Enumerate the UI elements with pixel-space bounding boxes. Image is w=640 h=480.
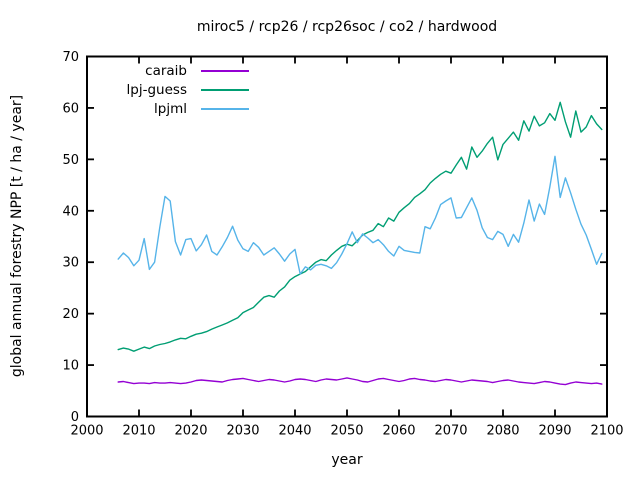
x-tick-label: 2040	[278, 424, 311, 439]
y-tick-label: 30	[62, 256, 79, 271]
series-line-lpjml	[117, 155, 603, 275]
x-tick-label: 2090	[538, 424, 571, 439]
x-axis-label: year	[331, 452, 363, 468]
y-axis-tick-labels: 0 10 20 30 40 50 60 70	[62, 50, 79, 425]
y-tick-label: 10	[62, 359, 79, 374]
y-tick-label: 70	[62, 50, 79, 65]
y-axis-label: global annual forestry NPP [t / ha / yea…	[9, 94, 25, 378]
legend-label-lpj-guess: lpj-guess	[126, 81, 187, 98]
x-tick-label: 2030	[226, 424, 259, 439]
x-tick-label: 2060	[382, 424, 415, 439]
legend: caraib lpj-guess lpjml	[87, 61, 249, 118]
legend-line-sample-lpjml	[201, 107, 249, 110]
legend-row-lpjml: lpjml	[87, 99, 249, 118]
x-tick-label: 2070	[434, 424, 467, 439]
y-tick-label: 20	[62, 307, 79, 322]
chart-title: miroc5 / rcp26 / rcp26soc / co2 / hardwo…	[196, 19, 498, 35]
x-axis-tick-labels: 2000 2010 2020 2030 2040 2050 2060 2070 2080 2090…	[70, 424, 623, 439]
x-tick-label: 2000	[70, 424, 103, 439]
y-tick-label: 50	[62, 153, 79, 168]
x-tick-label: 2050	[330, 424, 363, 439]
x-tick-label: 2010	[122, 424, 155, 439]
x-axis-ticks	[86, 56, 608, 417]
legend-row-lpj-guess: lpj-guess	[87, 80, 249, 99]
series-line-lpj-guess	[117, 101, 603, 352]
y-tick-label: 0	[71, 410, 79, 425]
x-tick-label: 2080	[486, 424, 519, 439]
y-tick-label: 60	[62, 101, 79, 116]
legend-row-caraib: caraib	[87, 61, 249, 80]
series-line-caraib	[117, 377, 603, 386]
legend-label-caraib: caraib	[145, 62, 187, 79]
x-tick-label: 2100	[590, 424, 623, 439]
y-tick-label: 40	[62, 204, 79, 219]
legend-line-sample-caraib	[201, 69, 249, 72]
legend-line-sample-lpj-guess	[201, 88, 249, 91]
x-tick-label: 2020	[174, 424, 207, 439]
legend-label-lpjml: lpjml	[154, 100, 187, 117]
y-axis-ticks	[87, 55, 607, 418]
